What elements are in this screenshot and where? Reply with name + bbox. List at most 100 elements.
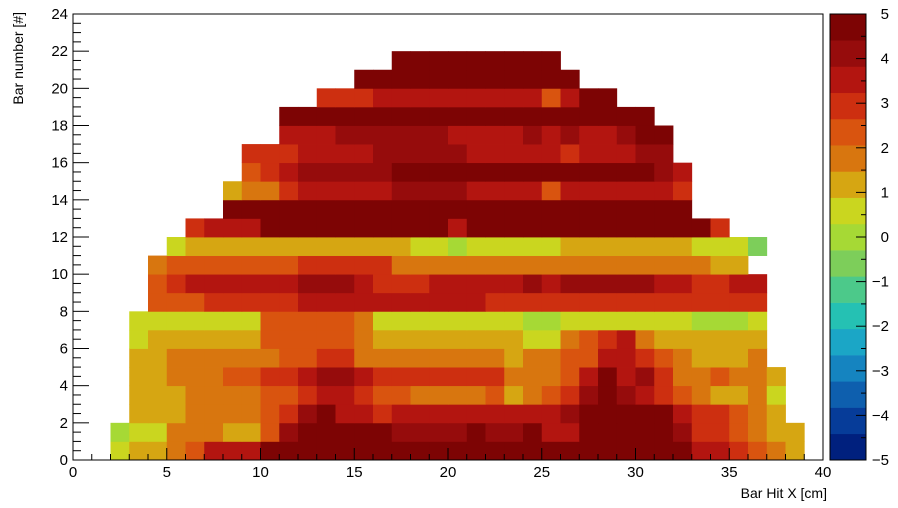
heatmap-cell <box>316 404 336 424</box>
heatmap-cell <box>316 237 336 256</box>
heatmap-cell <box>316 181 336 201</box>
heatmap-cell <box>785 422 805 442</box>
heatmap-cell <box>598 199 618 219</box>
heatmap-cell <box>298 218 318 238</box>
palette-swatch <box>830 145 866 172</box>
heatmap-cell <box>504 255 524 275</box>
heatmap-cell <box>129 422 149 442</box>
heatmap-cell <box>410 441 430 461</box>
heatmap-cell <box>485 367 505 387</box>
heatmap-cell <box>316 348 336 368</box>
heatmap-cell <box>616 311 636 331</box>
heatmap-cell <box>729 404 749 424</box>
heatmap-cell <box>354 106 374 126</box>
heatmap-cell <box>598 311 618 331</box>
heatmap-cell <box>298 292 318 312</box>
heatmap-cell <box>204 404 224 424</box>
heatmap-cell <box>298 329 318 349</box>
heatmap-cell <box>391 106 411 126</box>
heatmap-cell <box>560 348 580 368</box>
heatmap-cell <box>373 385 393 405</box>
heatmap-cell <box>710 237 730 256</box>
heatmap-cell <box>504 274 524 294</box>
heatmap-cell <box>448 88 468 108</box>
heatmap-cell <box>654 218 674 238</box>
heatmap-cell <box>316 329 336 349</box>
heatmap-cell <box>579 292 599 312</box>
heatmap-cell <box>635 441 655 461</box>
heatmap-cell <box>279 199 299 219</box>
heatmap-cell <box>635 367 655 387</box>
heatmap-cell <box>223 422 243 442</box>
heatmap-cell <box>579 311 599 331</box>
heatmap-cell <box>466 69 486 89</box>
heatmap-cell <box>691 237 711 256</box>
heatmap-cell <box>260 404 280 424</box>
y-tick-label: 10 <box>51 266 68 283</box>
heatmap-cell <box>166 404 186 424</box>
heatmap-cell <box>410 106 430 126</box>
heatmap-cell <box>504 292 524 312</box>
heatmap-cell <box>241 181 261 201</box>
heatmap-cell <box>204 311 224 331</box>
heatmap-cell <box>523 441 543 461</box>
heatmap-cell <box>598 329 618 349</box>
heatmap-cell <box>598 88 618 108</box>
heatmap-cell <box>654 274 674 294</box>
y-tick-label: 18 <box>51 118 68 135</box>
heatmap-cell <box>616 367 636 387</box>
heatmap-cell <box>241 237 261 256</box>
heatmap-cell <box>429 255 449 275</box>
heatmap-cell <box>785 441 805 461</box>
heatmap-cells <box>110 51 805 461</box>
heatmap-cell <box>748 311 768 331</box>
heatmap-cell <box>579 329 599 349</box>
heatmap-cell <box>298 274 318 294</box>
heatmap-cell <box>541 218 561 238</box>
heatmap-cell <box>185 422 205 442</box>
heatmap-cell <box>204 255 224 275</box>
heatmap-cell <box>635 125 655 145</box>
heatmap-cell <box>673 237 693 256</box>
heatmap-cell <box>560 255 580 275</box>
heatmap-cell <box>504 88 524 108</box>
heatmap-cell <box>241 329 261 349</box>
heatmap-cell <box>260 255 280 275</box>
heatmap-cell <box>166 385 186 405</box>
palette-swatch <box>830 171 866 198</box>
heatmap-cell <box>354 441 374 461</box>
heatmap-cell <box>204 441 224 461</box>
heatmap-cell <box>335 218 355 238</box>
palette-tick-label: −5 <box>872 452 889 469</box>
heatmap-cell <box>560 88 580 108</box>
heatmap-cell <box>429 385 449 405</box>
heatmap-cell <box>616 348 636 368</box>
heatmap-cell <box>373 367 393 387</box>
heatmap-cell <box>279 367 299 387</box>
heatmap-cell <box>560 441 580 461</box>
heatmap-cell <box>260 162 280 182</box>
heatmap-cell <box>579 199 599 219</box>
heatmap-cell <box>673 329 693 349</box>
heatmap-cell <box>598 441 618 461</box>
heatmap-cell <box>691 329 711 349</box>
heatmap-cell <box>410 274 430 294</box>
heatmap-cell <box>485 348 505 368</box>
heatmap-cell <box>391 237 411 256</box>
heatmap-cell <box>354 181 374 201</box>
heatmap-cell <box>448 51 468 71</box>
heatmap-cell <box>635 255 655 275</box>
heatmap-cell <box>166 255 186 275</box>
heatmap-cell <box>579 88 599 108</box>
palette-swatch <box>830 250 866 277</box>
heatmap-cell <box>260 181 280 201</box>
heatmap-cell <box>504 106 524 126</box>
heatmap-cell <box>729 237 749 256</box>
heatmap-cell <box>410 199 430 219</box>
heatmap-cell <box>616 385 636 405</box>
heatmap-cell <box>410 237 430 256</box>
heatmap-cell <box>654 292 674 312</box>
heatmap-cell <box>541 51 561 71</box>
heatmap-cell <box>523 106 543 126</box>
heatmap-cell <box>260 311 280 331</box>
